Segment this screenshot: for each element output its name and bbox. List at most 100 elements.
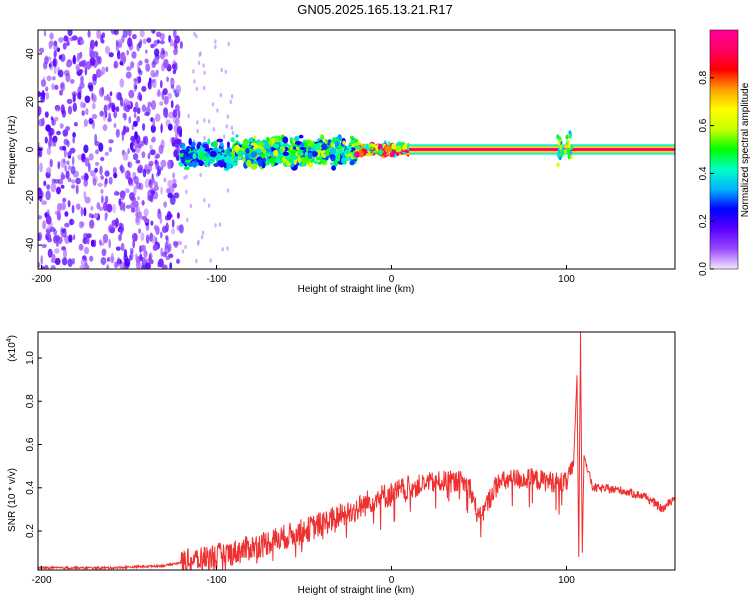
heatmap-blob xyxy=(78,69,84,74)
heatmap-blob xyxy=(70,79,75,84)
heatmap-blob xyxy=(167,192,173,199)
heatmap-blob xyxy=(45,235,49,240)
heatmap-blob xyxy=(559,151,563,157)
heatmap-blob xyxy=(75,203,81,210)
heatmap-blob xyxy=(565,143,568,149)
heatmap-blob xyxy=(131,124,135,131)
heatmap-blob xyxy=(218,222,222,227)
heatmap-blob xyxy=(45,124,51,132)
heatmap-blob xyxy=(45,215,52,225)
heatmap-blob xyxy=(146,37,152,43)
heatmap-blob xyxy=(152,73,159,78)
heatmap-region xyxy=(353,140,412,159)
heatmap-blob xyxy=(43,30,47,37)
heatmap-region xyxy=(178,137,237,172)
heatmap-blob xyxy=(226,246,229,251)
heatmap-blob xyxy=(65,126,70,132)
heatmap-blob xyxy=(173,150,178,158)
heatmap-blob xyxy=(135,215,140,224)
heatmap-blob xyxy=(98,142,104,152)
heatmap-blob xyxy=(199,51,202,56)
heatmap-blob xyxy=(216,108,219,113)
heatmap-blob xyxy=(160,159,167,168)
heatmap-blob xyxy=(72,56,77,65)
heatmap-blob xyxy=(138,69,143,76)
heatmap-blob xyxy=(349,160,355,166)
x-tick-label: -100 xyxy=(206,575,226,586)
heatmap-blob xyxy=(118,234,122,242)
heatmap-blob xyxy=(99,241,105,246)
heatmap-blob xyxy=(313,160,318,164)
heatmap-blob xyxy=(135,253,138,261)
snr-x-label: Height of straight line (km) xyxy=(298,585,415,596)
heatmap-blob xyxy=(103,95,108,101)
heatmap-blob xyxy=(250,151,258,158)
heatmap-blob xyxy=(41,200,47,206)
heatmap-blob xyxy=(261,149,267,153)
heatmap-blob xyxy=(246,159,252,168)
heatmap-blob xyxy=(203,70,206,76)
heatmap-blob xyxy=(80,39,85,45)
heatmap-blob xyxy=(78,61,83,67)
heatmap-blob xyxy=(260,153,266,158)
heatmap-blob xyxy=(226,141,230,148)
heatmap-blob xyxy=(57,161,61,170)
heatmap-blob xyxy=(92,73,97,82)
heatmap-blob xyxy=(230,125,234,130)
heatmap-blob xyxy=(85,61,92,70)
heatmap-blob xyxy=(53,50,57,58)
heatmap-blob xyxy=(122,202,126,212)
heatmap-blob xyxy=(209,150,217,158)
snr-x-ticks: -200 -100 0 100 xyxy=(31,566,575,586)
heatmap-blob xyxy=(181,142,185,148)
heatmap-blob xyxy=(159,101,164,106)
heatmap-blob xyxy=(219,92,222,98)
heatmap-blob xyxy=(110,30,117,35)
heatmap-blob xyxy=(353,145,361,149)
heatmap-blob xyxy=(311,150,318,157)
heatmap-blob xyxy=(159,217,163,224)
heatmap-blob xyxy=(67,165,72,171)
heatmap-blob xyxy=(64,165,67,172)
heatmap-blob xyxy=(557,148,561,154)
heatmap-blob xyxy=(106,104,111,111)
heatmap-blob xyxy=(154,48,160,57)
heatmap-blob xyxy=(127,37,133,48)
heatmap-blob xyxy=(67,200,71,208)
heatmap-blob xyxy=(294,140,302,145)
heatmap-blob xyxy=(250,142,257,146)
heatmap-blob xyxy=(128,116,132,124)
heatmap-blob xyxy=(59,89,63,96)
heatmap-blob xyxy=(110,252,114,261)
heatmap-blob xyxy=(132,239,136,249)
heatmap-blob xyxy=(72,170,79,178)
y-tick-label: 1.0 xyxy=(25,351,36,365)
heatmap-blob xyxy=(89,57,96,66)
heatmap-blob xyxy=(226,188,230,193)
heatmap-blob xyxy=(150,124,156,133)
heatmap-blob xyxy=(334,140,340,147)
heatmap-blob xyxy=(40,93,46,103)
colorbar-tick-label: 0.8 xyxy=(698,70,709,84)
heatmap-blob xyxy=(218,161,225,168)
heatmap-blob xyxy=(123,125,126,135)
heatmap-blob xyxy=(350,140,355,145)
heatmap-blob xyxy=(150,220,154,226)
heatmap-blob xyxy=(179,41,183,49)
heatmap-blob xyxy=(63,249,67,259)
heatmap-blob xyxy=(115,246,121,251)
heatmap-blob xyxy=(92,175,98,184)
heatmap-blob xyxy=(149,149,156,156)
heatmap-blob xyxy=(120,242,125,252)
heatmap-blob xyxy=(133,112,137,119)
heatmap-blob xyxy=(41,117,45,127)
heatmap-blob xyxy=(164,50,169,57)
heatmap-blob xyxy=(60,174,66,180)
heatmap-blob xyxy=(189,203,192,209)
heatmap-blob xyxy=(112,203,117,214)
heatmap-blob xyxy=(256,148,262,154)
heatmap-blob xyxy=(46,209,50,216)
heatmap-blob xyxy=(252,160,260,164)
heatmap-blob xyxy=(126,127,129,133)
heatmap-blob xyxy=(84,257,88,267)
